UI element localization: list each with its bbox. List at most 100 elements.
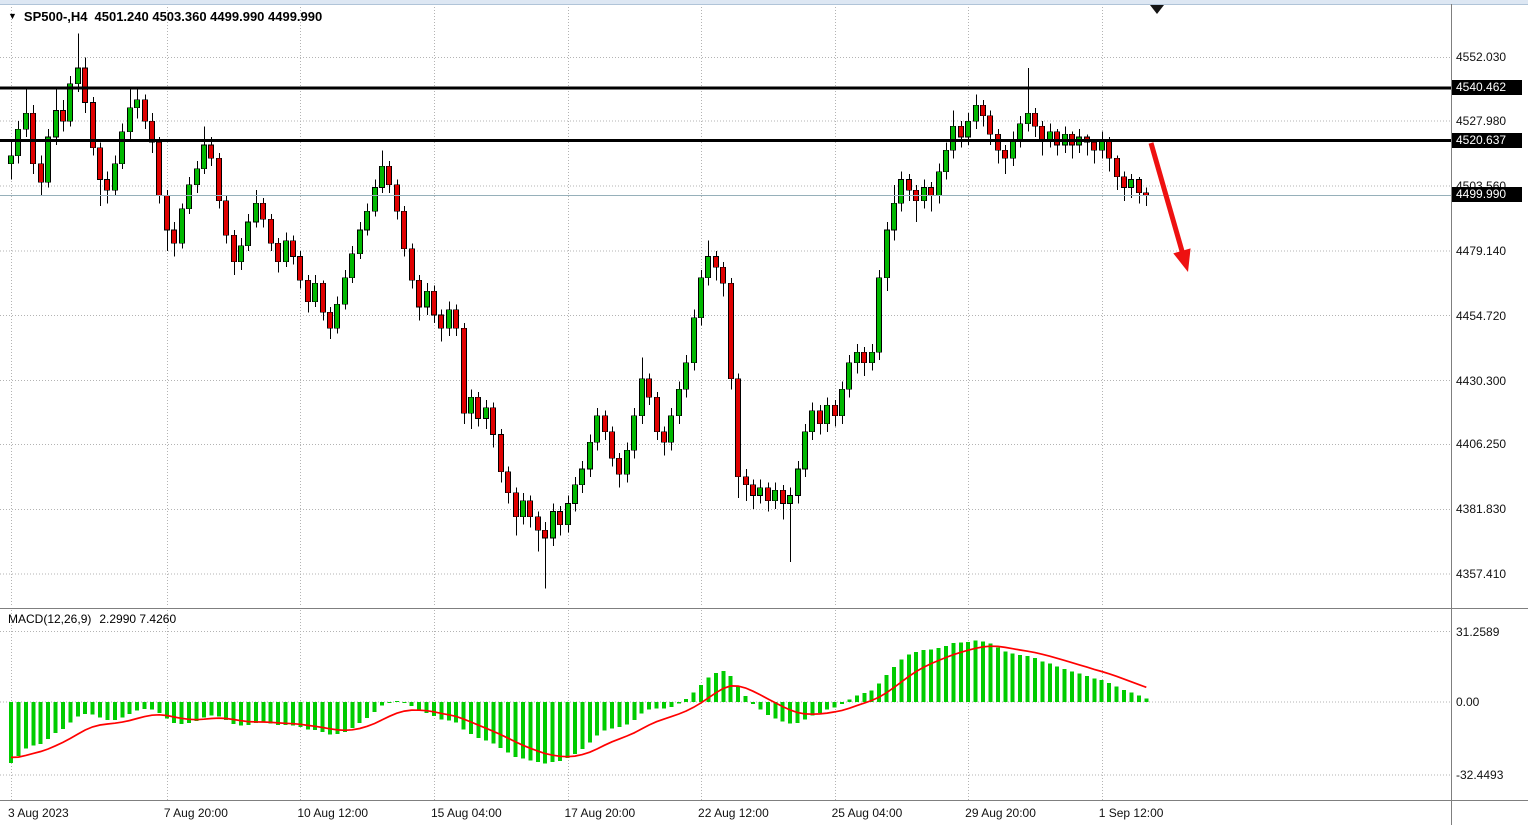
candle-body	[728, 282, 734, 379]
macd-bar	[988, 643, 993, 702]
candle-body	[824, 404, 830, 425]
candle-body	[424, 290, 430, 308]
candle-body	[401, 211, 407, 249]
candle-body	[431, 290, 437, 316]
candle-body	[112, 163, 118, 191]
macd-bar	[83, 702, 88, 714]
macd-bar	[906, 654, 911, 702]
candle-body	[1128, 179, 1134, 188]
candle-body	[750, 484, 756, 496]
candle-body	[97, 147, 103, 180]
macd-histogram	[9, 640, 1149, 764]
macd-bar	[305, 702, 310, 730]
macd-bar	[1062, 668, 1067, 702]
price-axis-label: 4381.830	[1456, 502, 1507, 517]
macd-bar	[914, 652, 919, 702]
macd-bar	[461, 702, 466, 730]
candle-body	[45, 136, 51, 183]
macd-bar	[9, 702, 13, 764]
macd-values: 2.2990 7.4260	[99, 612, 177, 626]
candles-layer	[8, 33, 1149, 589]
symbol-dropdown-icon: ▼	[8, 11, 17, 21]
macd-bar	[239, 702, 244, 726]
candle-body	[965, 120, 971, 138]
macd-bar	[127, 702, 132, 715]
candle-body	[884, 229, 890, 279]
candle-body	[164, 195, 170, 231]
macd-bar	[981, 641, 986, 702]
macd-bar	[765, 702, 770, 716]
macd-bar	[283, 702, 288, 725]
candle-body	[357, 229, 363, 255]
candle-body	[572, 484, 578, 504]
candle-body	[891, 203, 897, 231]
candle-body	[268, 219, 274, 244]
candle-body	[1039, 126, 1045, 140]
candle-body	[520, 500, 526, 518]
candle-body	[416, 280, 422, 308]
macd-bar	[1107, 682, 1112, 702]
macd-bar	[290, 702, 295, 726]
macd-bar	[75, 702, 80, 717]
macd-bar	[105, 702, 110, 720]
candle-body	[156, 142, 162, 196]
candle-body	[327, 311, 333, 329]
macd-bar	[498, 702, 503, 748]
candle-body	[616, 458, 622, 475]
macd-bar	[728, 675, 733, 702]
macd-axis-label: 0.00	[1456, 695, 1480, 709]
candle-body	[1047, 131, 1053, 140]
candle-body	[950, 126, 956, 151]
macd-bar	[31, 702, 36, 746]
macd-bar	[847, 699, 852, 702]
macd-bar	[417, 702, 422, 711]
candle-body	[1136, 179, 1142, 194]
macd-bar	[617, 702, 622, 728]
candle-body	[861, 351, 867, 364]
candle-body	[438, 314, 444, 329]
macd-bar	[877, 683, 882, 702]
candle-body	[876, 277, 882, 353]
macd-bar	[506, 702, 511, 753]
candle-body	[8, 155, 14, 164]
candle-body	[179, 208, 185, 244]
macd-bar	[1077, 673, 1082, 702]
macd-bar	[513, 702, 518, 757]
candle-body	[461, 327, 467, 414]
macd-bar	[342, 702, 347, 732]
macd-bar	[1129, 692, 1134, 702]
candle-body	[245, 221, 251, 247]
macd-bar	[1032, 658, 1037, 702]
candle-body	[320, 282, 326, 313]
candle-body	[134, 99, 140, 109]
macd-bar	[558, 702, 563, 761]
candle-body	[772, 489, 778, 502]
macd-bar	[572, 702, 577, 754]
price-line-badge: 4520.637	[1452, 132, 1522, 148]
candle-body	[646, 378, 652, 398]
candle-body	[542, 529, 548, 539]
macd-bar	[328, 702, 333, 735]
macd-bar	[1099, 680, 1104, 702]
macd-bar	[751, 702, 755, 704]
price-axis-label: 4430.300	[1456, 373, 1507, 388]
candle-body	[394, 184, 400, 212]
candle-body	[53, 110, 59, 138]
price-line-badge: 4540.462	[1452, 80, 1522, 95]
candle-body	[505, 471, 511, 494]
candle-body	[238, 245, 244, 263]
candle-body	[921, 187, 927, 202]
macd-bar	[943, 645, 948, 702]
macd-bar	[46, 702, 51, 740]
macd-bar	[231, 702, 236, 724]
macd-bar	[431, 702, 436, 717]
macd-bar	[1010, 653, 1015, 702]
candle-body	[1025, 112, 1031, 125]
candle-body	[372, 187, 378, 212]
macd-bar	[958, 642, 963, 702]
macd-bar	[120, 702, 125, 718]
macd-bar	[365, 702, 370, 718]
macd-bar	[862, 692, 867, 702]
